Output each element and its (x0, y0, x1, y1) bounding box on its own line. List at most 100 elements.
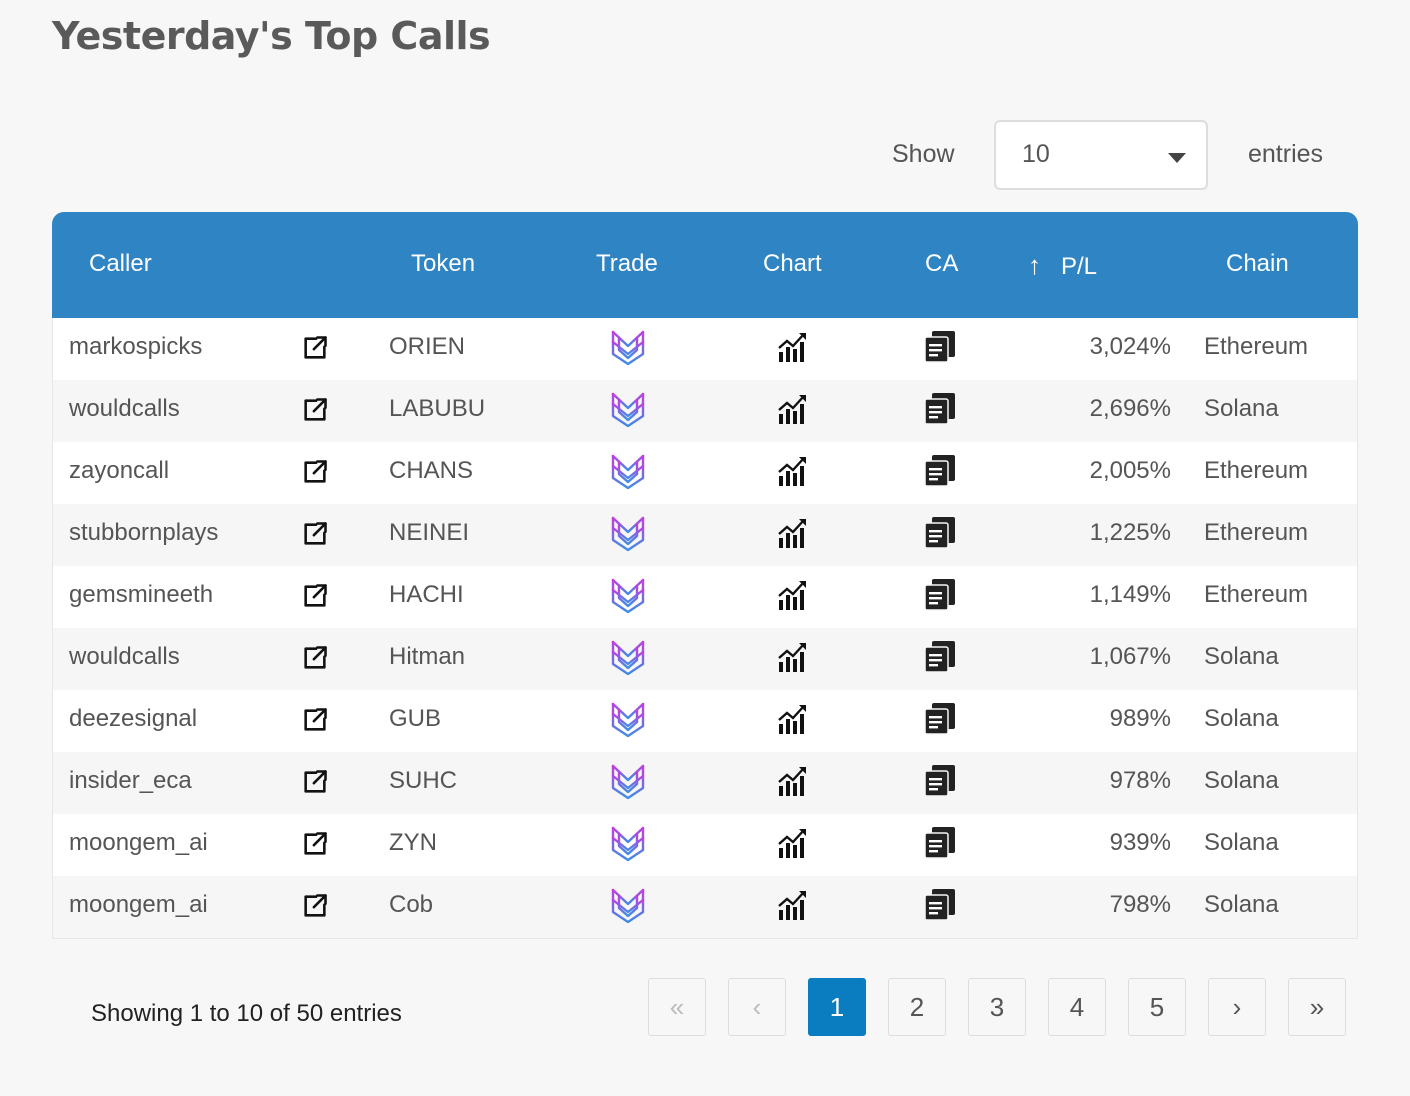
copy-icon[interactable] (923, 577, 957, 616)
table-row: stubbornplays NEINEI 1,225% Ethereum (53, 504, 1357, 566)
chart-icon[interactable] (776, 764, 810, 803)
caller-name[interactable]: wouldcalls (69, 643, 180, 670)
external-link-icon[interactable] (301, 458, 329, 491)
chart-icon[interactable] (776, 578, 810, 617)
token-name: Hitman (389, 643, 466, 670)
pagination-page-3[interactable]: 3 (968, 978, 1026, 1036)
pl-value: 2,005% (1089, 457, 1171, 484)
token-name: LABUBU (389, 395, 486, 422)
chain-name: Ethereum (1204, 519, 1309, 546)
column-header-token[interactable]: Token (411, 250, 476, 277)
trade-logo-icon[interactable] (608, 762, 648, 807)
chart-icon[interactable] (776, 454, 810, 493)
chain-name: Solana (1204, 767, 1279, 794)
caller-name[interactable]: deezesignal (69, 705, 198, 732)
token-name: Cob (389, 891, 434, 918)
chart-icon[interactable] (776, 826, 810, 865)
copy-icon[interactable] (923, 639, 957, 678)
caller-name[interactable]: moongem_ai (69, 891, 208, 918)
trade-logo-icon[interactable] (608, 328, 648, 373)
copy-icon[interactable] (923, 887, 957, 926)
pagination-page-5[interactable]: 5 (1128, 978, 1186, 1036)
entries-per-page-value: 10 (1022, 140, 1050, 168)
chain-name: Solana (1204, 891, 1279, 918)
column-header-chain[interactable]: Chain (1226, 250, 1289, 277)
chart-icon[interactable] (776, 392, 810, 431)
external-link-icon[interactable] (301, 768, 329, 801)
caller-name[interactable]: zayoncall (69, 457, 170, 484)
copy-icon[interactable] (923, 329, 957, 368)
caller-name[interactable]: moongem_ai (69, 829, 208, 856)
show-label: Show (892, 140, 955, 168)
table-header: Caller Token Trade Chart CA ↑ P/L Chain (52, 212, 1358, 318)
table-row: wouldcalls LABUBU 2,696% Solana (53, 380, 1357, 442)
caller-name[interactable]: markospicks (69, 333, 203, 360)
external-link-icon[interactable] (301, 892, 329, 925)
external-link-icon[interactable] (301, 520, 329, 553)
table-row: gemsmineeth HACHI 1,149% Ethereum (53, 566, 1357, 628)
pl-value: 1,067% (1089, 643, 1171, 670)
pagination-next-button[interactable]: › (1208, 978, 1266, 1036)
caller-name[interactable]: wouldcalls (69, 395, 180, 422)
double-chevron-left-icon: « (669, 991, 685, 1022)
pl-value: 2,696% (1089, 395, 1171, 422)
caller-name[interactable]: stubbornplays (69, 519, 219, 546)
pagination-first-button[interactable]: « (648, 978, 706, 1036)
caller-name[interactable]: insider_eca (69, 767, 192, 794)
caller-name[interactable]: gemsmineeth (69, 581, 214, 608)
external-link-icon[interactable] (301, 830, 329, 863)
entries-per-page-select[interactable]: 10 (994, 120, 1208, 190)
trade-logo-icon[interactable] (608, 886, 648, 931)
table-body: markospicks ORIEN 3,024% Ethereum wouldcalls… (52, 318, 1358, 939)
pl-value: 798% (1109, 891, 1171, 918)
pl-value: 989% (1109, 705, 1171, 732)
arrow-up-icon: ↑ (1028, 250, 1041, 280)
external-link-icon[interactable] (301, 706, 329, 739)
trade-logo-icon[interactable] (608, 514, 648, 559)
pagination-prev-button[interactable]: ‹ (728, 978, 786, 1036)
external-link-icon[interactable] (301, 396, 329, 429)
pagination-last-button[interactable]: » (1288, 978, 1346, 1036)
copy-icon[interactable] (923, 701, 957, 740)
page-title: Yesterday's Top Calls (52, 14, 491, 58)
pagination-page-2[interactable]: 2 (888, 978, 946, 1036)
chart-icon[interactable] (776, 516, 810, 555)
pagination-page-1[interactable]: 1 (808, 978, 866, 1036)
token-name: HACHI (389, 581, 464, 608)
external-link-icon[interactable] (301, 334, 329, 367)
column-header-chart[interactable]: Chart (763, 250, 822, 277)
trade-logo-icon[interactable] (608, 576, 648, 621)
chain-name: Ethereum (1204, 457, 1309, 484)
column-header-trade[interactable]: Trade (596, 250, 658, 277)
pagination-page-4[interactable]: 4 (1048, 978, 1106, 1036)
trade-logo-icon[interactable] (608, 700, 648, 745)
external-link-icon[interactable] (301, 582, 329, 615)
column-header-pl-label: P/L (1061, 253, 1098, 280)
copy-icon[interactable] (923, 515, 957, 554)
chevron-left-icon: ‹ (752, 991, 762, 1022)
chain-name: Ethereum (1204, 333, 1309, 360)
column-header-ca[interactable]: CA (925, 250, 959, 277)
column-header-caller[interactable]: Caller (89, 250, 152, 277)
copy-icon[interactable] (923, 763, 957, 802)
chart-icon[interactable] (776, 888, 810, 927)
chart-icon[interactable] (776, 702, 810, 741)
table-row: insider_eca SUHC 978% Solana (53, 752, 1357, 814)
trade-logo-icon[interactable] (608, 638, 648, 683)
token-name: ORIEN (389, 333, 466, 360)
trade-logo-icon[interactable] (608, 452, 648, 497)
copy-icon[interactable] (923, 453, 957, 492)
copy-icon[interactable] (923, 391, 957, 430)
calls-table: Caller Token Trade Chart CA ↑ P/L Chain m… (52, 212, 1358, 939)
column-header-pl[interactable]: ↑ P/L (1028, 250, 1097, 281)
table-row: zayoncall CHANS 2,005% Ethereum (53, 442, 1357, 504)
chevron-down-icon (1168, 153, 1186, 163)
trade-logo-icon[interactable] (608, 824, 648, 869)
table-row: deezesignal GUB 989% Solana (53, 690, 1357, 752)
external-link-icon[interactable] (301, 644, 329, 677)
trade-logo-icon[interactable] (608, 390, 648, 435)
entries-label: entries (1248, 140, 1324, 168)
chart-icon[interactable] (776, 640, 810, 679)
copy-icon[interactable] (923, 825, 957, 864)
chart-icon[interactable] (776, 330, 810, 369)
